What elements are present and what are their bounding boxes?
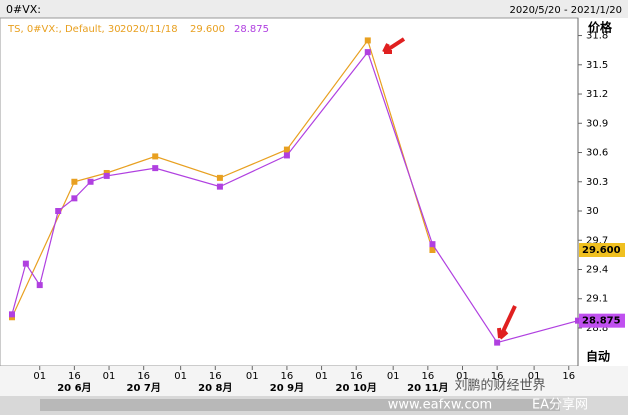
point: [364, 49, 371, 56]
y-tick-label: 31.2: [586, 89, 608, 100]
value-label: 28.875: [582, 316, 621, 327]
arrow: [382, 37, 406, 54]
x-tick-label: 16: [209, 371, 222, 382]
series-line: [11, 39, 434, 318]
month-label: 20 10月: [336, 382, 377, 394]
y-axis-area: [578, 18, 628, 366]
legend-value: 29.600: [190, 24, 225, 35]
x-axis-area: [0, 366, 628, 396]
point: [429, 247, 436, 253]
arrow: [497, 305, 517, 340]
watermark: 刘鹏的财经世界 www.eafxw.com EA分享网: [388, 378, 588, 413]
date-range: 2020/5/20 - 2021/1/20: [509, 5, 622, 16]
point: [103, 172, 110, 179]
x-tick-label: 01: [387, 371, 400, 382]
x-tick-label: 01: [528, 371, 541, 382]
point: [494, 339, 501, 346]
x-tick-label: 16: [421, 371, 434, 382]
value-badge: [579, 243, 625, 257]
x-tick-label: 01: [246, 371, 259, 382]
point: [9, 311, 15, 318]
x-tick-label: 16: [281, 371, 294, 382]
x-tick-label: 01: [174, 371, 187, 382]
month-label: 20 11月: [407, 382, 448, 394]
watermark-site: www.eafxw.com: [388, 398, 492, 413]
value-label: 29.600: [582, 245, 621, 256]
y-tick-label: 28.8: [586, 323, 608, 334]
month-label: 20 8月: [198, 382, 232, 394]
point: [22, 260, 29, 267]
x-tick-label: 16: [68, 371, 81, 382]
watermark-author: 刘鹏的财经世界: [454, 378, 545, 394]
point: [36, 282, 43, 289]
x-tick-label: 01: [33, 371, 46, 382]
month-label: 20 9月: [270, 382, 304, 394]
legend-text: TS, 0#VX:, Default, 30: [7, 24, 121, 35]
legend-value: 28.875: [234, 24, 269, 35]
point: [283, 146, 290, 153]
x-tick-label: 16: [562, 371, 575, 382]
y-tick-label: 31.5: [586, 60, 608, 71]
y-tick-label: 29.7: [586, 235, 608, 246]
y-tick-label: 31.8: [586, 31, 608, 42]
header-bar: [0, 0, 628, 18]
legend: TS, 0#VX:, Default, 30 2020/11/18 29.600…: [7, 24, 269, 35]
point: [364, 37, 371, 44]
x-tick-label: 01: [315, 371, 328, 382]
legend-date: 2020/11/18: [120, 24, 178, 35]
y-tick-label: 30.9: [586, 118, 608, 129]
series-line: [11, 50, 579, 344]
point: [71, 178, 78, 185]
y-tick-label: 30.3: [586, 177, 608, 188]
point: [71, 195, 78, 202]
auto-label: 自动: [586, 349, 610, 364]
y-tick-label: 29.1: [586, 294, 608, 305]
point: [55, 208, 62, 215]
point: [152, 153, 159, 160]
point: [283, 152, 290, 159]
point: [216, 174, 223, 181]
value-badge: [579, 313, 625, 328]
point: [87, 178, 94, 185]
point: [575, 317, 581, 324]
symbol: 0#VX:: [6, 3, 41, 16]
scroll-thumb[interactable]: [40, 399, 560, 411]
y-axis-title: 价格: [588, 20, 613, 35]
y-tick-label: 29.4: [586, 264, 608, 275]
x-tick-label: 16: [137, 371, 150, 382]
month-label: 20 7月: [127, 382, 161, 394]
x-tick-label: 01: [103, 371, 116, 382]
x-tick-label: 01: [456, 371, 469, 382]
x-tick-label: 16: [491, 371, 504, 382]
x-tick-label: 16: [350, 371, 363, 382]
point: [429, 241, 436, 248]
month-label: 20 6月: [57, 382, 91, 394]
plot-area: [0, 17, 579, 367]
y-tick-label: 30: [586, 206, 599, 217]
point: [216, 183, 223, 190]
watermark-site-name: EA分享网: [532, 397, 588, 413]
y-tick-label: 30.6: [586, 148, 608, 159]
point: [152, 165, 159, 172]
